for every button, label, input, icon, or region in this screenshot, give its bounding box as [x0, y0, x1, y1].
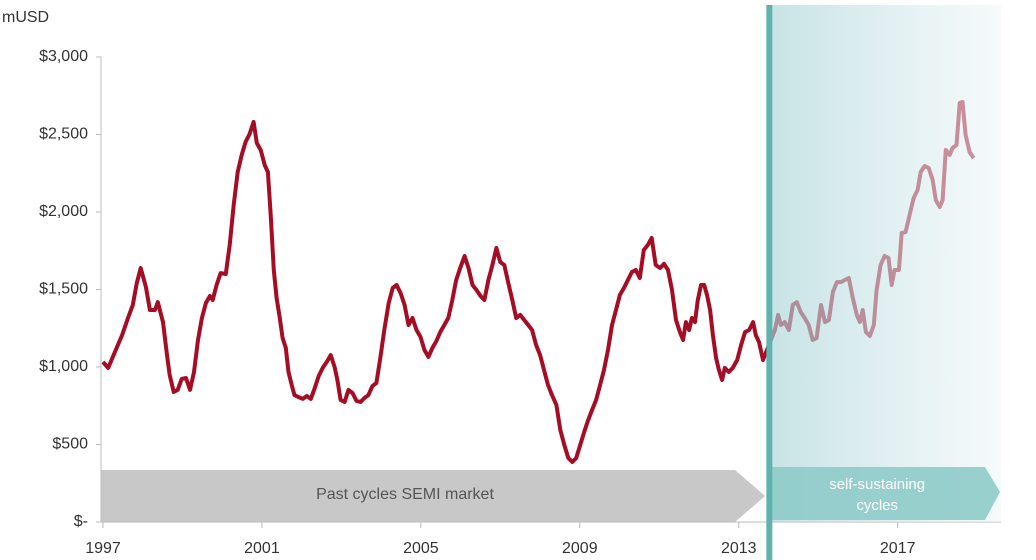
- x-tick-label: 2001: [244, 540, 280, 557]
- annotation: self-sustaining cycles: [829, 476, 925, 514]
- self-sustaining-arrow: [769, 467, 1000, 520]
- y-axis-label: mUSD: [2, 9, 49, 26]
- highlight-region: [769, 5, 1001, 522]
- annotation: Past cycles SEMI market: [316, 486, 494, 503]
- y-tick-label: $1,500: [39, 281, 88, 298]
- y-tick-label: $2,000: [39, 203, 88, 220]
- past-cycles-arrow: [101, 470, 765, 522]
- annotation-line: cycles: [856, 497, 898, 514]
- x-tick-label: 2009: [562, 540, 598, 557]
- y-tick-label: $500: [52, 436, 88, 453]
- y-tick-label: $-: [74, 513, 88, 530]
- x-tick-label: 2013: [721, 540, 757, 557]
- annotation-line: self-sustaining: [829, 476, 925, 493]
- y-tick-label: $3,000: [39, 48, 88, 65]
- y-tick-label: $1,000: [39, 358, 88, 375]
- x-tick-label: 1997: [85, 540, 121, 557]
- x-tick-label: 2005: [403, 540, 439, 557]
- y-tick-label: $2,500: [39, 126, 88, 143]
- x-tick-label: 2017: [880, 540, 916, 557]
